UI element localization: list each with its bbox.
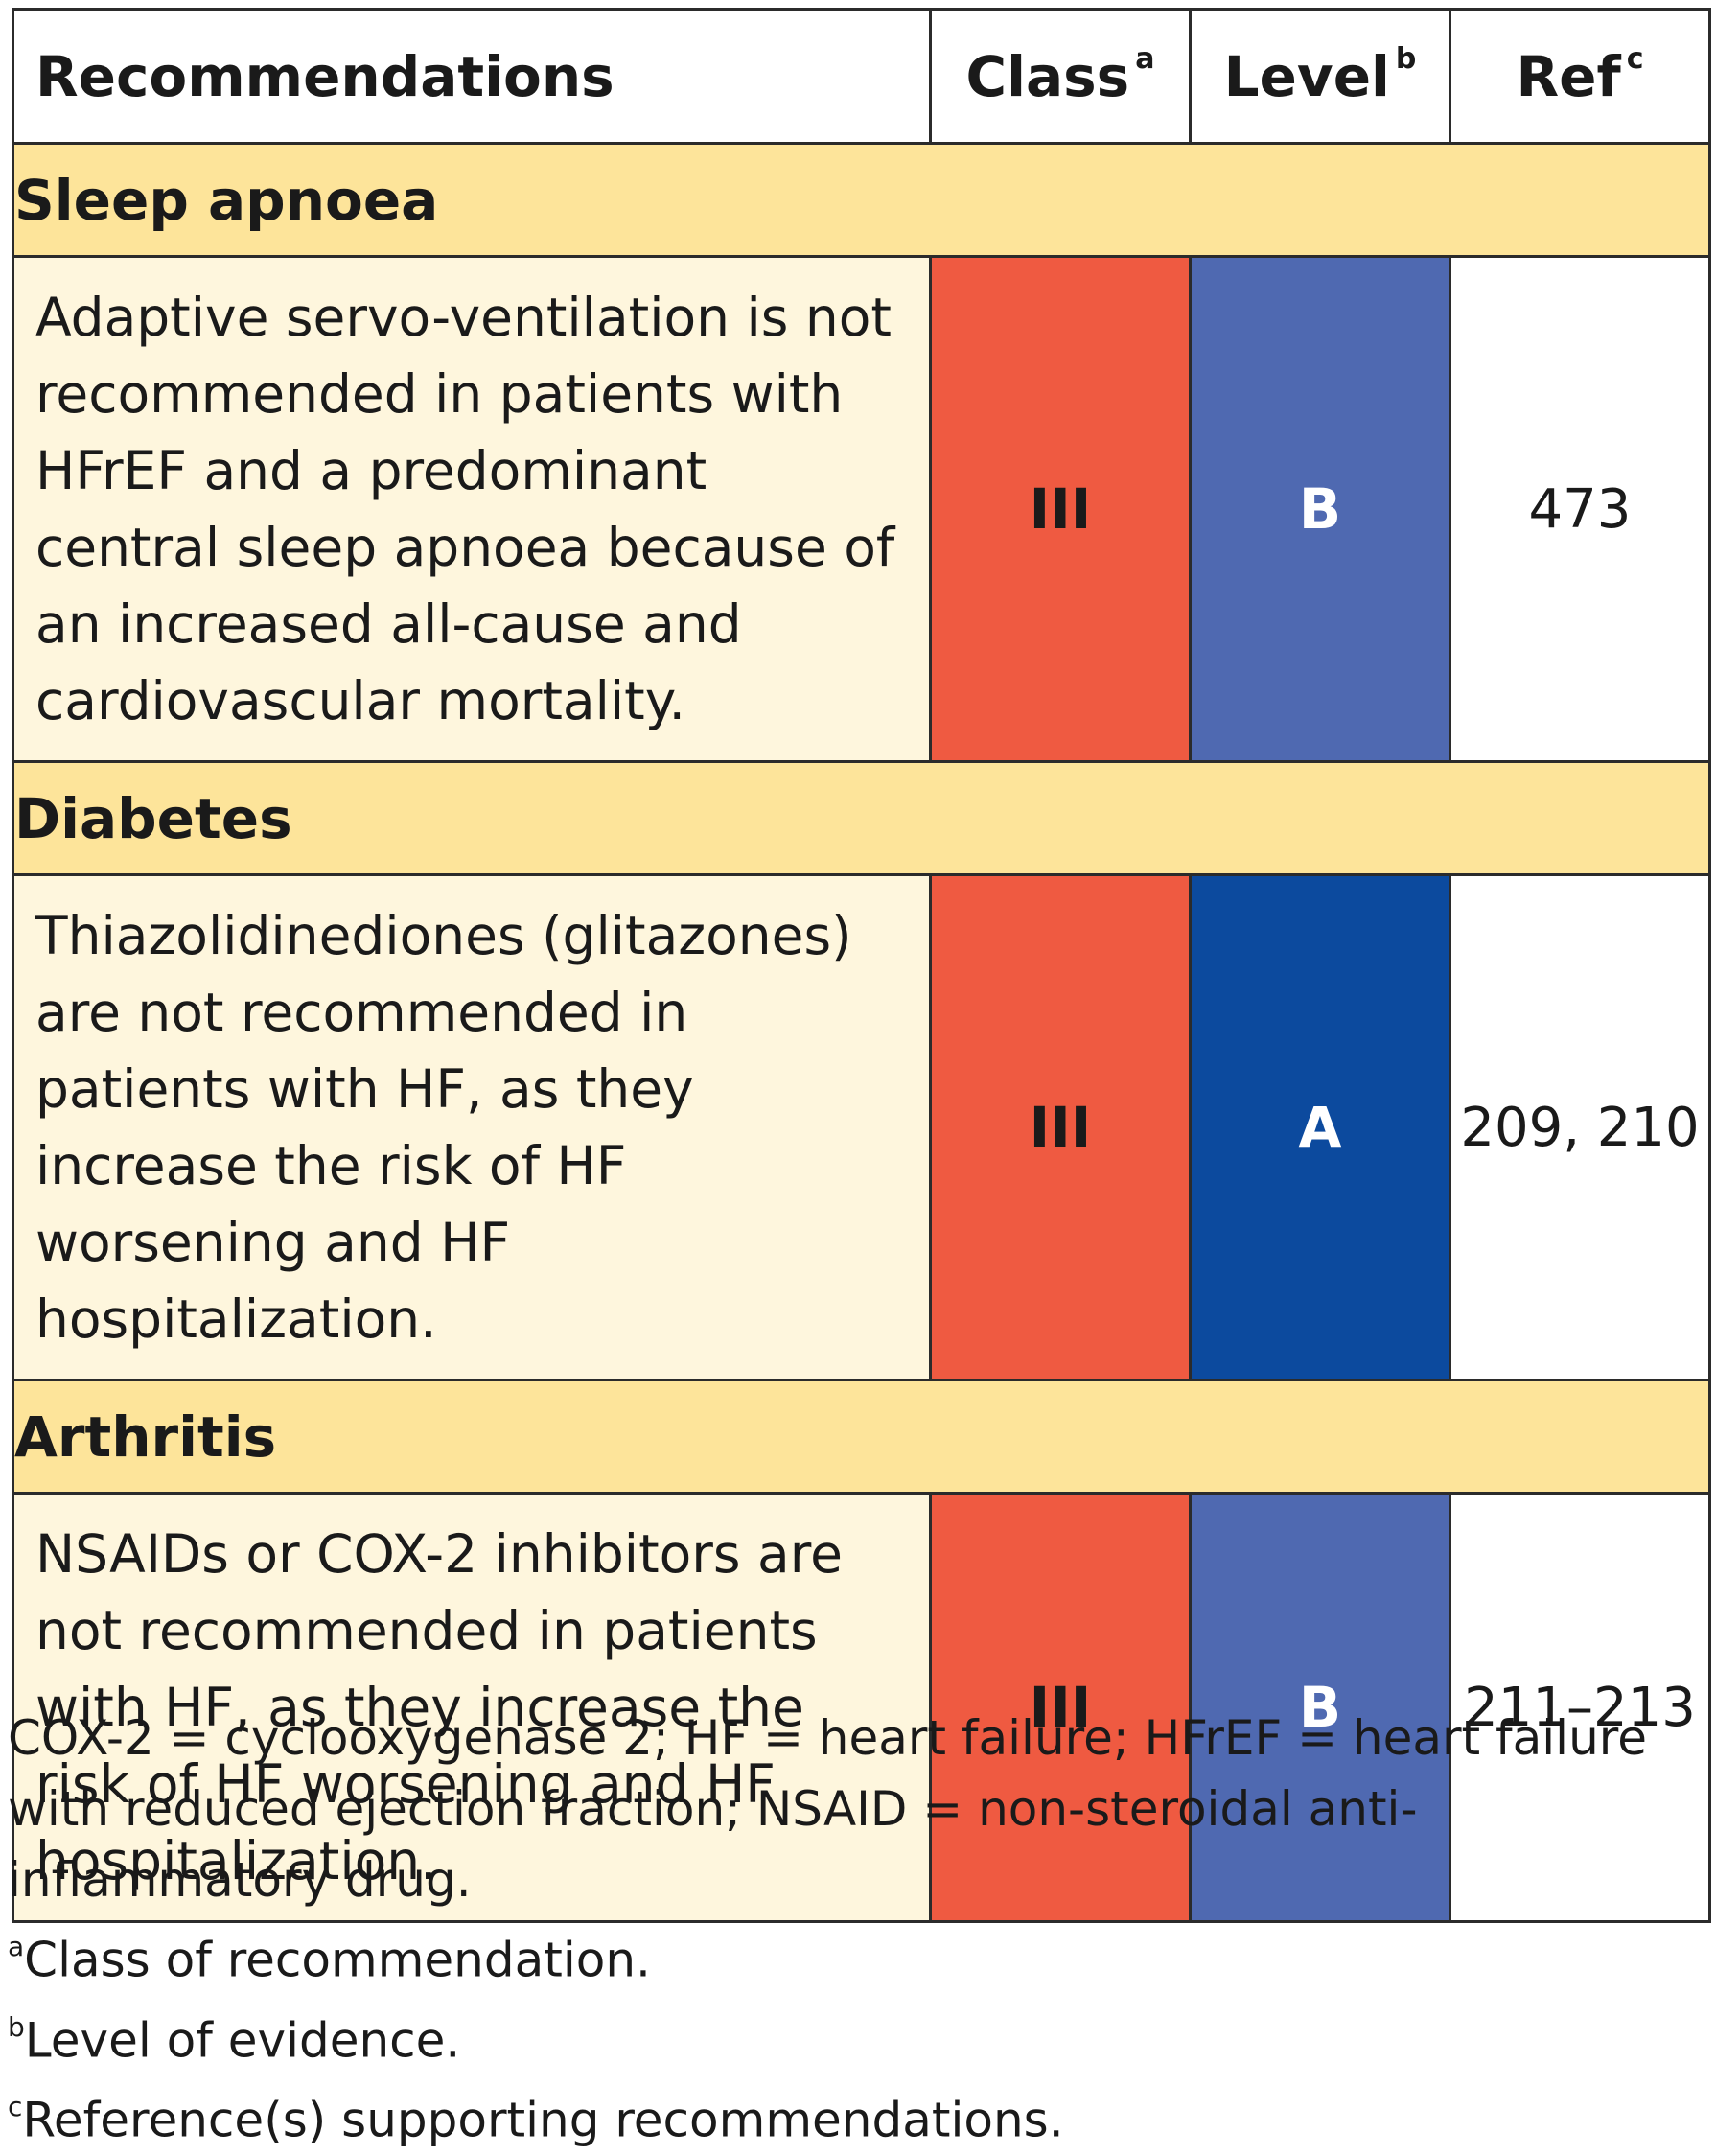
ref-cell: 209, 210 xyxy=(1449,873,1711,1381)
header-recommendations: Recommendations xyxy=(12,8,932,145)
footnote-b-text: Level of evidence. xyxy=(24,2012,461,2069)
footnote-c: cReference(s) supporting recommendations… xyxy=(8,2075,1708,2156)
ref-cell: 473 xyxy=(1449,255,1711,763)
section-title: Arthritis xyxy=(12,1379,1711,1495)
table-row: Adaptive servo-ventilation is not recomm… xyxy=(12,255,1711,763)
section-title: Diabetes xyxy=(12,760,1711,876)
page: Recommendations Class a Level b Ref c Sleep… xyxy=(8,8,1711,2148)
header-level-footnote-mark: b xyxy=(1395,42,1417,77)
level-cell: B xyxy=(1189,1492,1451,1923)
section-header-sleep-apnoea: Sleep apnoea xyxy=(12,142,1711,258)
section-header-diabetes: Diabetes xyxy=(12,760,1711,876)
recommendation-text: Adaptive servo-ventilation is not recomm… xyxy=(12,255,932,763)
level-cell: A xyxy=(1189,873,1451,1381)
level-cell: B xyxy=(1189,255,1451,763)
section-header-arthritis: Arthritis xyxy=(12,1379,1711,1495)
recommendation-text: NSAIDs or COX-2 inhibitors are not recom… xyxy=(12,1492,932,1923)
table-row: Thiazolidinediones (glitazones) are not … xyxy=(12,873,1711,1381)
footnote-a: aClass of recommendation. xyxy=(8,1915,1708,1996)
section-title: Sleep apnoea xyxy=(12,142,1711,258)
class-cell: III xyxy=(929,873,1192,1381)
footnote-b: bLevel of evidence. xyxy=(8,1996,1708,2076)
abbreviations-footnote: COX-2 = cyclooxygenase 2; HF = heart fai… xyxy=(8,1710,1647,1908)
class-cell: III xyxy=(929,255,1192,763)
footnote-a-mark: a xyxy=(8,1931,25,1962)
header-class-footnote-mark: a xyxy=(1135,42,1155,77)
header-ref: Ref c xyxy=(1449,8,1711,145)
footnotes: COX-2 = cyclooxygenase 2; HF = heart fai… xyxy=(8,1703,1708,2156)
recommendations-table: Recommendations Class a Level b Ref c Sleep… xyxy=(12,8,1711,1923)
footnote-a-text: Class of recommendation. xyxy=(24,1932,651,1988)
ref-cell: 211–213 xyxy=(1449,1492,1711,1923)
class-cell: III xyxy=(929,1492,1192,1923)
table-row: NSAIDs or COX-2 inhibitors are not recom… xyxy=(12,1492,1711,1923)
header-ref-footnote-mark: c xyxy=(1626,42,1644,77)
header-class: Class a xyxy=(929,8,1192,145)
header-level: Level b xyxy=(1189,8,1451,145)
recommendation-text: Thiazolidinediones (glitazones) are not … xyxy=(12,873,932,1381)
footnote-c-text: Reference(s) supporting recommendations. xyxy=(22,2092,1064,2148)
table-header-row: Recommendations Class a Level b Ref c xyxy=(12,8,1711,145)
footnote-b-mark: b xyxy=(8,2010,25,2043)
footnote-c-mark: c xyxy=(8,2091,23,2123)
